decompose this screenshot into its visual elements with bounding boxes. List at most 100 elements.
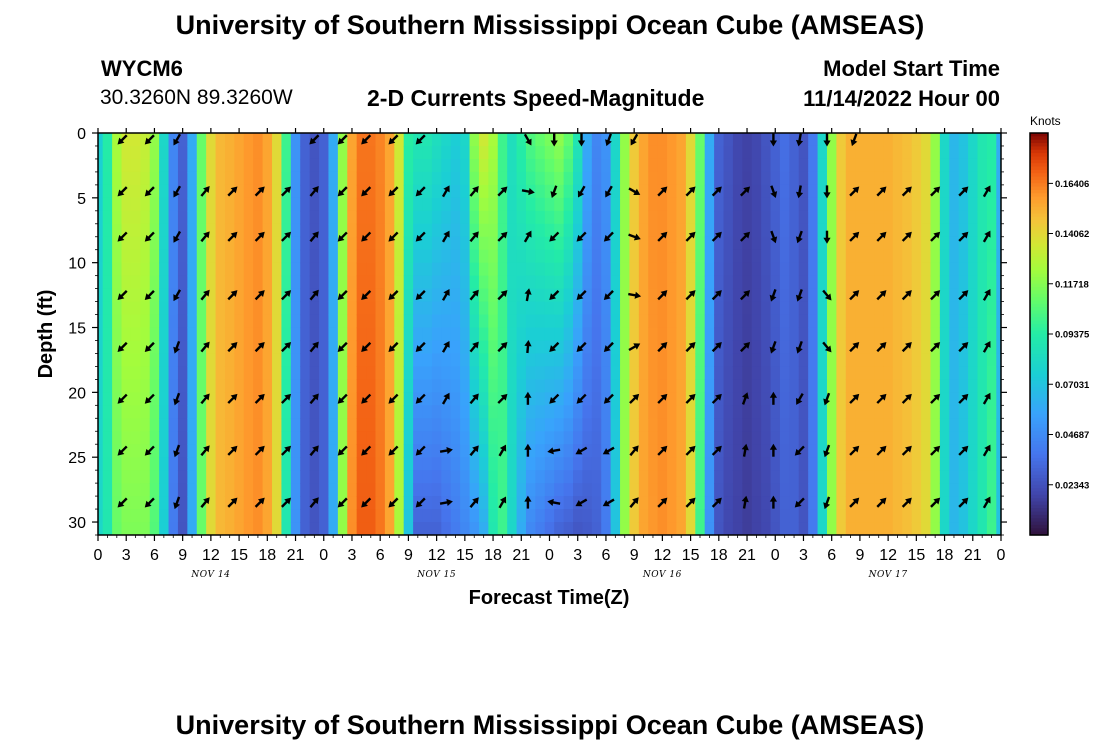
heatmap-cell — [262, 133, 273, 147]
heatmap-cell — [422, 431, 433, 445]
heatmap-cell — [977, 418, 988, 432]
heatmap-cell — [234, 496, 245, 510]
current-arrow — [441, 185, 450, 198]
heatmap-cell — [215, 444, 226, 458]
heatmap-cell — [319, 262, 330, 277]
heatmap-cell — [620, 431, 631, 445]
heatmap-cell — [281, 236, 292, 251]
heatmap-cell — [460, 236, 471, 251]
heatmap-cell — [215, 288, 226, 303]
heatmap-cell — [817, 366, 828, 380]
heatmap-cell — [986, 314, 997, 329]
heatmap-cell — [366, 327, 377, 342]
heatmap-cell — [874, 262, 885, 277]
heatmap-cell — [488, 184, 499, 199]
heatmap-cell — [394, 483, 405, 497]
heatmap-cell — [413, 522, 424, 535]
current-arrow — [469, 445, 479, 457]
heatmap-cell — [328, 366, 339, 380]
current-arrow — [547, 498, 561, 506]
heatmap-cell — [723, 249, 734, 264]
heatmap-cell — [319, 496, 330, 510]
heatmap-cell — [610, 236, 621, 251]
heatmap-cell — [930, 457, 941, 471]
heatmap-cell — [413, 262, 424, 277]
heatmap-cell — [591, 145, 602, 160]
current-arrow — [441, 230, 450, 243]
current-arrow — [227, 290, 238, 301]
heatmap-cell — [168, 379, 179, 393]
heatmap-cell — [413, 275, 424, 290]
heatmap-cell — [883, 379, 894, 393]
heatmap-cell — [516, 301, 527, 316]
current-arrow — [711, 231, 722, 242]
heatmap-cell — [356, 210, 367, 225]
heatmap-cell — [98, 210, 104, 225]
heatmap-cell — [657, 133, 668, 147]
heatmap-cell — [789, 379, 800, 393]
heatmap-cell — [789, 509, 800, 523]
heatmap-cell — [130, 340, 141, 355]
heatmap-cell — [469, 522, 480, 535]
heatmap-cell — [272, 133, 283, 147]
heatmap-cell — [507, 223, 518, 238]
heatmap-cell — [704, 353, 715, 368]
heatmap-cell — [554, 249, 565, 264]
heatmap-cell — [751, 249, 762, 264]
heatmap-cell — [272, 418, 283, 432]
heatmap-cell — [149, 340, 160, 355]
heatmap-cell — [243, 249, 254, 264]
heatmap-cell — [921, 340, 932, 355]
heatmap-cell — [695, 444, 706, 458]
heatmap-cell — [130, 171, 141, 186]
current-arrow — [337, 445, 348, 456]
heatmap-cell — [638, 418, 649, 432]
heatmap-cell — [262, 366, 273, 380]
heatmap-cell — [986, 145, 997, 160]
heatmap-cell — [732, 275, 743, 290]
heatmap-cell — [789, 262, 800, 277]
colorbar-swatch — [1030, 350, 1048, 355]
heatmap-cell — [413, 223, 424, 238]
heatmap-cell — [450, 184, 461, 199]
heatmap-cell — [394, 275, 405, 290]
heatmap-cell — [112, 509, 123, 523]
heatmap-cell — [798, 301, 809, 316]
heatmap-cell — [638, 457, 649, 471]
heatmap-cell — [930, 158, 941, 173]
heatmap-cell — [582, 197, 593, 212]
heatmap-cell — [864, 496, 875, 510]
heatmap-cell — [507, 496, 518, 510]
heatmap-cell — [394, 522, 405, 535]
heatmap-cell — [723, 327, 734, 342]
heatmap-cell — [525, 392, 536, 406]
heatmap-cell — [98, 431, 104, 445]
heatmap-cell — [714, 210, 725, 225]
current-arrow — [823, 444, 831, 458]
heatmap-cell — [159, 457, 170, 471]
heatmap-cell — [996, 418, 1001, 432]
heatmap-cell — [667, 301, 678, 316]
current-arrow — [823, 392, 831, 406]
current-arrow — [254, 497, 265, 508]
heatmap-cell — [695, 301, 706, 316]
heatmap-cell — [215, 366, 226, 380]
heatmap-cell — [779, 509, 790, 523]
heatmap-cell — [460, 483, 471, 497]
heatmap-cell — [892, 249, 903, 264]
current-arrow — [657, 497, 668, 508]
heatmap-cell — [704, 133, 715, 147]
heatmap-cell — [826, 340, 837, 355]
heatmap-cell — [620, 301, 631, 316]
colorbar-swatch — [1030, 431, 1048, 436]
heatmap-cell — [732, 184, 743, 199]
current-arrow — [549, 393, 560, 404]
heatmap-cell — [394, 366, 405, 380]
heatmap-cell — [149, 158, 160, 173]
heatmap-cell — [422, 509, 433, 523]
heatmap-cell — [582, 171, 593, 186]
heatmap-cell — [413, 301, 424, 316]
heatmap-cell — [554, 327, 565, 342]
heatmap-cell — [704, 210, 715, 225]
heatmap-cell — [732, 509, 743, 523]
